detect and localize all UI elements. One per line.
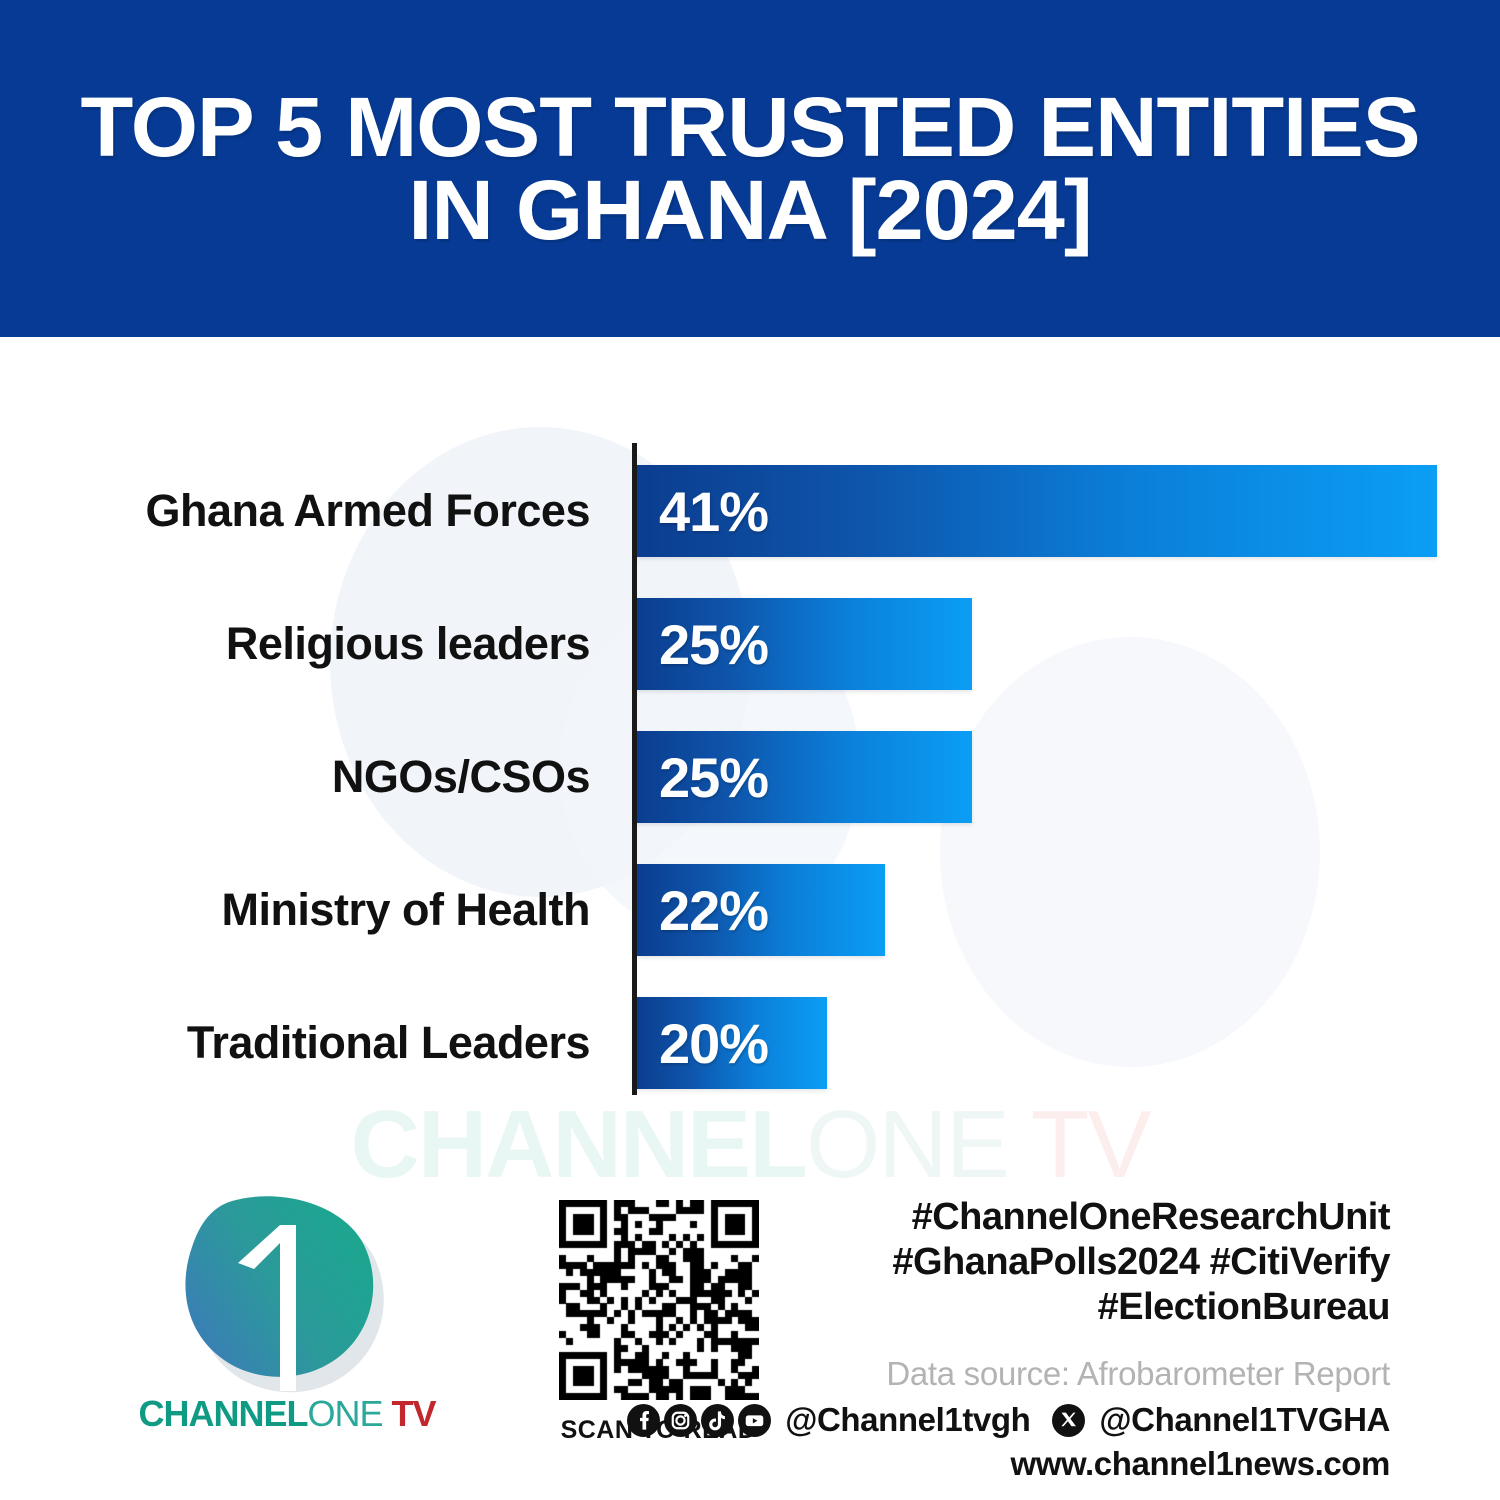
chart-axis-line <box>632 443 637 1095</box>
bar-fill[interactable]: 25% <box>637 731 972 823</box>
bar-track: 20% <box>637 997 827 1089</box>
page-title: TOP 5 MOST TRUSTED ENTITIES IN GHANA [20… <box>75 85 1424 257</box>
hashtag-line-2: #GhanaPolls2024 #CitiVerify <box>892 1240 1390 1283</box>
bar-fill[interactable]: 22% <box>637 864 885 956</box>
hashtag-block: #ChannelOneResearchUnit #GhanaPolls2024 … <box>770 1195 1390 1329</box>
hashtag-line-1: #ChannelOneResearchUnit <box>911 1196 1391 1238</box>
bar-value-label: 25% <box>659 612 769 676</box>
logo-digit-one <box>238 1225 296 1391</box>
logo-word-one: ONE <box>307 1393 383 1434</box>
tiktok-icon[interactable] <box>701 1403 735 1437</box>
footer: CHANNELONE TV SCAN TO READ #ChannelOneRe… <box>0 1165 1500 1500</box>
bar-fill[interactable]: 20% <box>637 997 827 1089</box>
header-banner: TOP 5 MOST TRUSTED ENTITIES IN GHANA [20… <box>0 0 1500 337</box>
bar-row: Ministry of Health 22% <box>0 864 1500 956</box>
logo-word-tv: TV <box>382 1393 437 1434</box>
website-url[interactable]: www.channel1news.com <box>1010 1445 1390 1483</box>
qr-code-block[interactable]: SCAN TO READ <box>551 1200 766 1445</box>
logo-blob-icon <box>185 1196 384 1393</box>
title-line-1: TOP 5 MOST TRUSTED ENTITIES <box>80 80 1420 175</box>
bar-track: 25% <box>637 598 972 690</box>
logo-wordmark: CHANNELONE TV <box>122 1393 452 1435</box>
bar-row: Ghana Armed Forces 41% <box>0 465 1500 557</box>
bar-category-label: Traditional Leaders <box>186 1017 591 1068</box>
bar-row: NGOs/CSOs 25% <box>0 731 1500 823</box>
bar-category-label: Ministry of Health <box>221 884 590 935</box>
bar-track: 41% <box>637 465 1437 557</box>
logo-blob-main <box>185 1196 374 1377</box>
social-handle-main[interactable]: @Channel1tvgh <box>785 1401 1031 1439</box>
bar-value-label: 41% <box>659 479 769 543</box>
bar-category-label: Religious leaders <box>225 618 591 669</box>
hashtag-line-3: #ElectionBureau <box>1097 1285 1391 1328</box>
bar-row: Religious leaders 25% <box>0 598 1500 690</box>
title-line-2: IN GHANA [2024] <box>408 162 1092 257</box>
logo-word-channel: CHANNEL <box>138 1393 308 1434</box>
brand-logo[interactable]: CHANNELONE TV <box>122 1195 452 1455</box>
data-source-text: Data source: Afrobarometer Report <box>886 1355 1390 1393</box>
bar-fill[interactable]: 25% <box>637 598 972 690</box>
qr-code-image[interactable] <box>558 1200 759 1400</box>
bar-value-label: 22% <box>659 878 769 942</box>
bar-row: Traditional Leaders 20% <box>0 997 1500 1089</box>
bar-category-label: NGOs/CSOs <box>331 751 591 802</box>
youtube-icon[interactable] <box>738 1403 772 1437</box>
footer-meta: #ChannelOneResearchUnit #GhanaPolls2024 … <box>627 1195 1391 1483</box>
bar-value-label: 25% <box>659 745 769 809</box>
bar-fill[interactable]: 41% <box>637 465 1437 557</box>
bar-value-label: 20% <box>659 1011 769 1075</box>
facebook-icon[interactable] <box>627 1403 661 1437</box>
chart-area: Ghana Armed Forces 41% Religious leaders 25… <box>0 337 1500 1157</box>
social-handle-x[interactable]: @Channel1TVGHA <box>1099 1401 1390 1439</box>
social-media-row: @Channel1tvgh @Channel1TVGHA <box>627 1401 1390 1439</box>
bar-category-label: Ghana Armed Forces <box>145 485 591 536</box>
x-twitter-icon[interactable] <box>1052 1403 1086 1437</box>
bar-track: 22% <box>637 864 885 956</box>
instagram-icon[interactable] <box>664 1403 698 1437</box>
bar-track: 25% <box>637 731 972 823</box>
